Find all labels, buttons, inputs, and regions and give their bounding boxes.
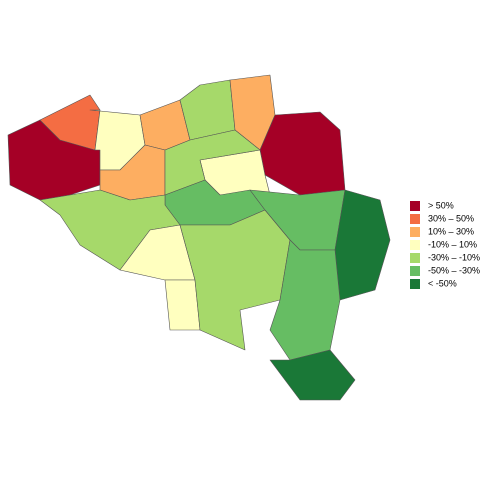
- region: [164, 279, 201, 331]
- region: [179, 209, 291, 351]
- region: [269, 349, 356, 401]
- legend-label: 30% – 50%: [428, 213, 474, 223]
- legend-label: > 50%: [428, 200, 454, 210]
- legend-label: -30% – -10%: [428, 252, 480, 262]
- legend-swatch: [410, 240, 420, 250]
- region: [39, 189, 181, 271]
- regions: [7, 74, 391, 401]
- legend: > 50% 30% – 50% 10% – 30% -10% – 10% -30% – …: [410, 200, 480, 289]
- legend-label: 10% – 30%: [428, 226, 474, 236]
- region: [179, 79, 236, 141]
- legend-label: -10% – 10%: [428, 239, 477, 249]
- region: [259, 111, 346, 196]
- region: [334, 189, 391, 301]
- legend-swatch: [410, 214, 420, 224]
- legend-swatch: [410, 201, 420, 211]
- legend-swatch: [410, 253, 420, 263]
- legend-swatch: [410, 227, 420, 237]
- legend-swatch: [410, 266, 420, 276]
- legend-label: -50% – -30%: [428, 265, 480, 275]
- legend-label: < -50%: [428, 278, 457, 288]
- legend-swatch: [410, 279, 420, 289]
